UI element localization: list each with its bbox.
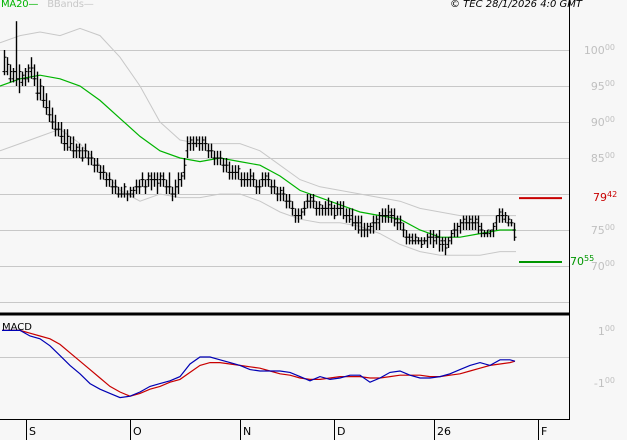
- price-axis-label: 7000: [590, 259, 615, 273]
- chart-frame: [0, 0, 570, 420]
- price-axis-label: 9000: [590, 115, 615, 129]
- resistance-label: 7942: [593, 190, 618, 205]
- x-axis-ticks: [26, 420, 539, 440]
- x-tick-label: D: [337, 425, 346, 438]
- price-axis-label: 10000: [583, 43, 615, 57]
- ohlc-bars: [2, 21, 517, 256]
- macd-axis-label: 100: [597, 324, 615, 339]
- ma20-line: [0, 74, 516, 238]
- macd-axis-label: -100: [593, 375, 615, 390]
- x-tick-label: O: [133, 425, 142, 438]
- price-axis-label: 9500: [590, 79, 615, 93]
- x-tick-label: F: [541, 425, 548, 438]
- bollinger-bands: [0, 27, 516, 256]
- price-axis-label: 7500: [590, 223, 615, 237]
- copyright-timestamp: © TEC 28/1/2026 4:0 GMT: [450, 0, 582, 10]
- price-axis-label: 8500: [590, 151, 615, 165]
- support-label: 7055: [570, 254, 595, 269]
- x-tick-label: 26: [437, 425, 451, 438]
- x-tick-label: N: [243, 425, 252, 438]
- legend-ma20: MA20—: [1, 0, 39, 10]
- legend-bbands: BBands—: [47, 0, 94, 10]
- macd-title: MACD: [2, 322, 32, 333]
- macd-lines: [2, 329, 516, 399]
- price-gridlines: [0, 50, 569, 303]
- chart-legend: MA20— BBands—: [1, 0, 94, 10]
- x-tick-label: S: [29, 425, 36, 438]
- support-resistance-lines: [519, 197, 562, 264]
